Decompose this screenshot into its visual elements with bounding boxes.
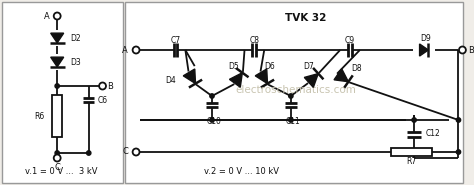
Bar	[125, 2, 464, 183]
Text: D4: D4	[166, 75, 176, 85]
Text: C10: C10	[207, 117, 221, 125]
Circle shape	[456, 150, 461, 154]
Polygon shape	[183, 69, 195, 84]
Text: A: A	[44, 11, 49, 21]
Circle shape	[289, 94, 293, 98]
Circle shape	[55, 151, 59, 155]
Text: D5: D5	[228, 61, 239, 70]
Polygon shape	[334, 69, 348, 82]
Circle shape	[210, 118, 214, 122]
Text: C7: C7	[171, 36, 181, 45]
Polygon shape	[255, 69, 267, 84]
Circle shape	[54, 154, 61, 162]
Circle shape	[210, 94, 214, 98]
Text: A: A	[122, 46, 128, 55]
Polygon shape	[51, 57, 64, 67]
Text: R6: R6	[34, 112, 45, 120]
Text: B: B	[108, 82, 113, 90]
Text: C: C	[122, 147, 128, 157]
Text: v.1 = 0 V ...  3 kV: v.1 = 0 V ... 3 kV	[25, 167, 97, 176]
Text: B: B	[468, 46, 474, 55]
Text: TVK 32: TVK 32	[285, 13, 326, 23]
Circle shape	[54, 13, 61, 19]
Circle shape	[99, 83, 106, 90]
Circle shape	[133, 46, 139, 53]
Text: D9: D9	[420, 33, 431, 43]
Text: C12: C12	[426, 130, 441, 139]
Circle shape	[456, 118, 461, 122]
Text: C9: C9	[345, 36, 355, 45]
Text: electroschematics.com: electroschematics.com	[236, 85, 356, 95]
Bar	[52, 95, 62, 137]
Text: R7: R7	[407, 157, 417, 166]
Text: C11: C11	[285, 117, 300, 125]
Circle shape	[133, 149, 139, 156]
Circle shape	[55, 84, 59, 88]
Text: D2: D2	[70, 33, 81, 43]
Text: D8: D8	[351, 63, 362, 73]
Text: C: C	[54, 162, 60, 171]
Circle shape	[87, 151, 91, 155]
Polygon shape	[419, 44, 428, 56]
Polygon shape	[229, 73, 242, 87]
Bar	[2, 2, 123, 183]
Bar	[391, 148, 432, 156]
Text: D6: D6	[264, 61, 274, 70]
Text: C6: C6	[98, 95, 108, 105]
Polygon shape	[51, 33, 64, 43]
Polygon shape	[304, 74, 318, 87]
Circle shape	[412, 118, 416, 122]
Circle shape	[289, 118, 293, 122]
Text: D3: D3	[70, 58, 81, 66]
Text: C8: C8	[249, 36, 259, 45]
Text: v.2 = 0 V ... 10 kV: v.2 = 0 V ... 10 kV	[204, 167, 279, 176]
Text: D7: D7	[303, 61, 314, 70]
Circle shape	[459, 46, 466, 53]
